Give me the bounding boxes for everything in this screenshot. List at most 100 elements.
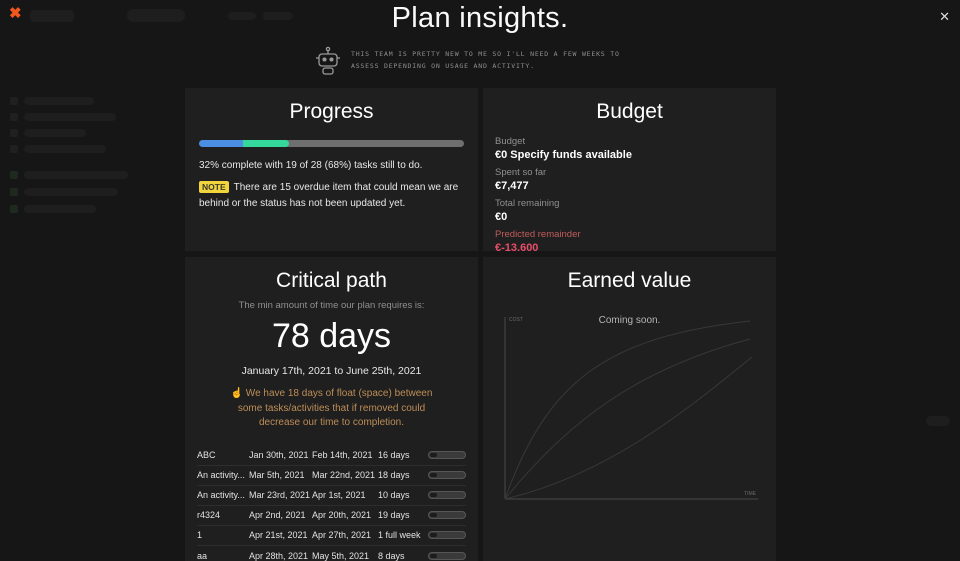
earned-value-chart: Coming soon. COST TIME [498, 309, 762, 512]
table-row: aa Apr 28th, 2021 May 5th, 2021 8 days [197, 546, 466, 561]
slider-knob[interactable] [430, 473, 437, 477]
critical-path-subtitle: The min amount of time our plan requires… [238, 300, 425, 311]
table-row: An activity... Mar 5th, 2021 Mar 22nd, 2… [197, 466, 466, 486]
chart-y-axis-label: COST [509, 317, 523, 323]
budget-title: Budget [596, 100, 663, 123]
budget-panel: Budget Budget €0 Specify funds available… [483, 88, 776, 251]
budget-row-value: €7,477 [495, 180, 529, 192]
budget-row-label: Total remaining [495, 198, 560, 209]
task-progress-slider[interactable] [428, 491, 466, 499]
task-progress-slider[interactable] [428, 551, 466, 560]
task-progress-slider[interactable] [428, 451, 466, 459]
task-end-date: Mar 22nd, 2021 [312, 470, 376, 480]
background-sidebar-icon [10, 97, 18, 105]
background-topbar-item [263, 12, 293, 20]
task-name: An activity... [197, 490, 245, 500]
progress-panel: Progress 32% complete with 19 of 28 (68%… [185, 88, 478, 251]
progress-bar-complete-segment [199, 140, 243, 147]
assistant-note: THIS TEAM IS PRETTY NEW TO ME SO I'LL NE… [315, 46, 645, 76]
slider-knob[interactable] [430, 493, 437, 497]
task-duration: 1 full week [378, 530, 421, 540]
task-duration: 10 days [378, 490, 410, 500]
task-duration: 8 days [378, 550, 405, 561]
background-sidebar-item [24, 188, 118, 196]
budget-row-value-predicted: €-13,600 [495, 242, 539, 251]
slider-knob[interactable] [430, 533, 437, 537]
background-side-pill [926, 416, 950, 426]
background-sidebar-item [24, 97, 94, 105]
critical-path-panel: Critical path The min amount of time our… [185, 257, 478, 561]
slider-knob[interactable] [430, 453, 437, 457]
background-sidebar-item [24, 205, 96, 213]
background-sidebar-icon [10, 113, 18, 121]
task-start-date: Jan 30th, 2021 [249, 450, 309, 460]
task-name: r4324 [197, 510, 221, 520]
background-sidebar-item [24, 113, 116, 121]
progress-bar-inprogress-segment [242, 140, 290, 147]
budget-row-label-predicted: Predicted remainder [495, 229, 581, 240]
app-wordmark [30, 10, 74, 22]
close-icon[interactable]: ✕ [939, 9, 950, 24]
background-sidebar-item [24, 129, 86, 137]
progress-summary: 32% complete with 19 of 28 (68%) tasks s… [199, 160, 423, 171]
task-name: aa [197, 550, 208, 561]
task-progress-slider[interactable] [428, 531, 466, 539]
task-start-date: Mar 5th, 2021 [249, 470, 305, 480]
task-progress-slider[interactable] [428, 511, 466, 519]
earned-value-panel: Earned value Coming soon. COST TIME [483, 257, 776, 561]
app-logo-icon[interactable]: ✖ [9, 5, 22, 22]
slider-knob[interactable] [430, 553, 437, 558]
progress-bar [199, 140, 464, 147]
progress-note: NOTE There are 15 overdue item that could… [199, 180, 464, 211]
modal-title: Plan insights. [391, 2, 569, 34]
note-badge: NOTE [199, 181, 229, 193]
task-duration: 19 days [378, 510, 410, 520]
background-topbar-item [228, 12, 256, 20]
assistant-note-text: THIS TEAM IS PRETTY NEW TO ME SO I'LL NE… [351, 50, 620, 70]
background-sidebar-item [24, 145, 106, 153]
task-start-date: Apr 28th, 2021 [249, 550, 309, 561]
budget-row-value: €0 [495, 211, 508, 223]
task-end-date: Apr 27th, 2021 [312, 530, 372, 540]
progress-note-text: There are 15 overdue item that could mea… [199, 182, 459, 209]
task-end-date: Feb 14th, 2021 [312, 450, 373, 460]
progress-title: Progress [289, 100, 374, 123]
budget-row-label: Budget [495, 136, 526, 147]
critical-path-duration: 78 days [271, 317, 392, 355]
background-topbar-pill [127, 9, 185, 22]
critical-path-table: ABC Jan 30th, 2021 Feb 14th, 2021 16 day… [197, 446, 466, 561]
task-duration: 18 days [378, 470, 410, 480]
task-progress-slider[interactable] [428, 471, 466, 479]
background-sidebar-icon [10, 145, 18, 153]
task-start-date: Apr 2nd, 2021 [249, 510, 306, 520]
insights-grid: Progress 32% complete with 19 of 28 (68%… [185, 88, 776, 561]
coming-soon-label: Coming soon. [598, 315, 661, 326]
task-name: 1 [197, 530, 203, 540]
task-name: An activity... [197, 470, 245, 480]
critical-path-title: Critical path [276, 269, 387, 292]
task-name: ABC [197, 450, 216, 460]
slider-knob[interactable] [430, 513, 437, 517]
background-sidebar-icon [10, 205, 18, 213]
background-sidebar-item [24, 171, 128, 179]
task-start-date: Apr 21st, 2021 [249, 530, 308, 540]
task-end-date: Apr 1st, 2021 [312, 490, 366, 500]
task-end-date: May 5th, 2021 [312, 550, 370, 561]
robot-icon [316, 46, 340, 75]
chart-x-axis-label: TIME [744, 491, 757, 497]
table-row: ABC Jan 30th, 2021 Feb 14th, 2021 16 day… [197, 446, 466, 466]
task-duration: 16 days [378, 450, 410, 460]
task-end-date: Apr 20th, 2021 [312, 510, 372, 520]
background-sidebar-icon [10, 171, 18, 179]
budget-row-label: Spent so far [495, 167, 547, 178]
critical-path-float-note: ☝ We have 18 days of float (space) betwe… [230, 388, 433, 428]
background-sidebar-icon [10, 129, 18, 137]
table-row: 1 Apr 21st, 2021 Apr 27th, 2021 1 full w… [197, 526, 466, 546]
budget-row-value: €0 Specify funds available [495, 149, 632, 161]
table-row: An activity... Mar 23rd, 2021 Apr 1st, 2… [197, 486, 466, 506]
background-sidebar-icon [10, 188, 18, 196]
earned-value-title: Earned value [567, 269, 692, 292]
task-start-date: Mar 23rd, 2021 [249, 490, 311, 500]
earned-value-placeholder-chart: COST TIME [504, 317, 758, 500]
